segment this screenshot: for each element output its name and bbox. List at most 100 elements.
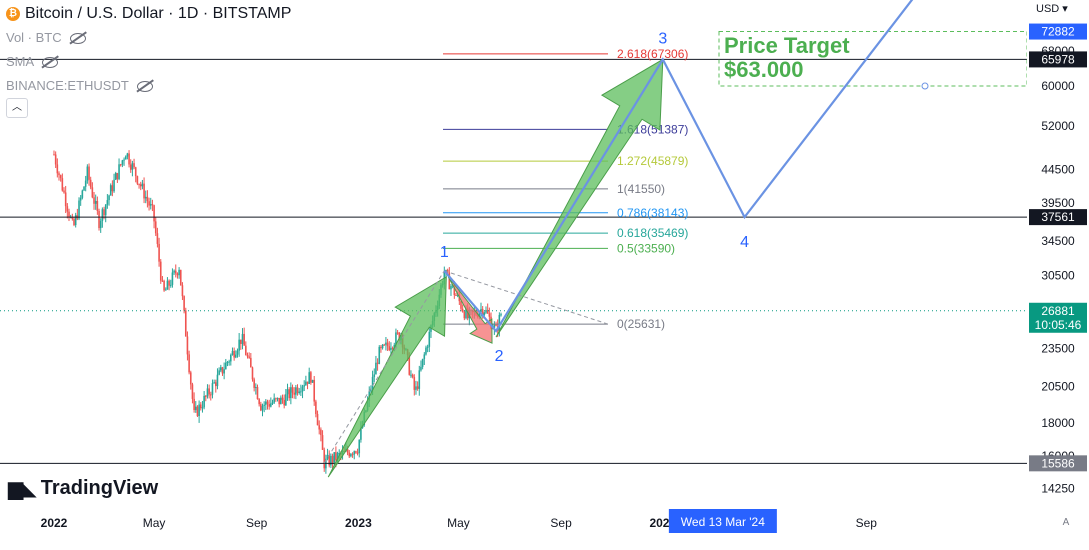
candle-body xyxy=(486,310,489,314)
candle xyxy=(233,347,235,361)
candle-body xyxy=(413,377,416,390)
candle xyxy=(58,171,60,181)
candle xyxy=(386,338,389,351)
price-label-text: 15586 xyxy=(1041,456,1075,470)
candle-body xyxy=(453,285,456,296)
candle xyxy=(383,343,386,346)
candle-body xyxy=(79,197,82,201)
tradingview-logo[interactable]: ▆◣ TradingView xyxy=(8,476,158,501)
candle-body xyxy=(201,407,204,409)
collapse-legend-button[interactable]: ︿ xyxy=(6,98,28,118)
candle-body xyxy=(306,381,309,384)
candle-body xyxy=(64,192,67,207)
candle-body xyxy=(428,331,431,347)
candle-body xyxy=(181,285,184,297)
candle-body xyxy=(81,190,84,198)
candle xyxy=(59,174,62,182)
compare-symbol[interactable]: BINANCE:ETHUSDT xyxy=(6,74,291,98)
candle-body xyxy=(425,347,427,355)
volume-indicator[interactable]: Vol · BTC xyxy=(6,26,291,50)
candle xyxy=(74,212,77,228)
candle-body xyxy=(146,196,149,202)
candle-body xyxy=(396,332,399,334)
candle xyxy=(355,450,357,454)
candle-body xyxy=(131,163,134,170)
candle xyxy=(270,397,272,408)
candle-body xyxy=(199,404,202,409)
sma-indicator[interactable]: SMA xyxy=(6,50,291,74)
wave-label: 4 xyxy=(740,234,749,251)
candle xyxy=(218,367,220,376)
candle xyxy=(96,196,99,215)
candle-body xyxy=(480,308,482,313)
chevron-down-icon: ▾ xyxy=(1062,3,1068,15)
candle-body xyxy=(381,344,384,349)
candle-body xyxy=(258,399,260,405)
candle-body xyxy=(285,394,287,406)
price-tick-label: 23500 xyxy=(1041,341,1075,355)
bitcoin-coin-icon: ₿ xyxy=(6,7,20,21)
candle xyxy=(169,279,172,288)
candle xyxy=(189,370,192,390)
candle-body xyxy=(348,452,351,457)
candle xyxy=(88,163,90,186)
candle-body xyxy=(385,342,387,345)
price-label-box xyxy=(1029,23,1087,40)
candle xyxy=(413,374,416,396)
eye-crossed-icon[interactable] xyxy=(42,56,59,68)
auto-scale-button[interactable]: A xyxy=(1059,516,1073,530)
candle-body xyxy=(360,427,362,440)
candle xyxy=(373,368,376,383)
candle-body xyxy=(93,197,95,204)
price-tick-label: 60000 xyxy=(1041,79,1075,93)
candle-body xyxy=(455,295,457,297)
candle xyxy=(163,279,165,292)
candle-body xyxy=(378,346,381,364)
candle-body xyxy=(380,346,382,349)
price-target-text[interactable]: Price Target $63.000 xyxy=(724,34,850,82)
candle-body xyxy=(246,355,249,357)
price-axis-bg xyxy=(1027,0,1089,508)
candle xyxy=(139,181,142,191)
crosshair-date-box xyxy=(668,509,777,533)
candle xyxy=(166,277,169,290)
candle-body xyxy=(203,395,205,408)
candle-body xyxy=(415,386,417,390)
candle xyxy=(193,392,195,413)
candle xyxy=(256,384,259,400)
candle-body xyxy=(271,402,274,404)
symbol-row[interactable]: ₿ Bitcoin / U.S. Dollar · 1D · BITSTAMP xyxy=(6,2,291,26)
candle xyxy=(323,447,326,472)
eye-crossed-icon[interactable] xyxy=(69,32,86,44)
candle-body xyxy=(118,164,120,180)
candle xyxy=(288,387,290,401)
candle-body xyxy=(386,342,389,347)
candle-body xyxy=(388,346,391,350)
candle xyxy=(500,312,502,317)
candle xyxy=(455,293,457,297)
fib-level-label: 0(25631) xyxy=(617,317,665,331)
currency-selector[interactable]: USD ▾ xyxy=(1036,2,1068,15)
eye-crossed-icon[interactable] xyxy=(136,80,153,92)
candle xyxy=(226,360,229,367)
candle xyxy=(54,151,57,169)
candle xyxy=(326,448,329,461)
candle xyxy=(204,395,207,402)
candle-body xyxy=(98,210,100,229)
candle-body xyxy=(163,280,165,291)
candle xyxy=(240,339,242,350)
candle xyxy=(420,360,422,372)
symbol-title: Bitcoin / U.S. Dollar · 1D · BITSTAMP xyxy=(25,5,292,22)
candle xyxy=(91,182,94,199)
candle xyxy=(246,352,249,359)
candle-body xyxy=(54,154,57,165)
candle xyxy=(325,454,327,474)
candle xyxy=(313,375,316,406)
candle xyxy=(191,382,194,404)
candle xyxy=(99,218,102,233)
candle-body xyxy=(298,391,300,393)
candle xyxy=(186,331,189,361)
candle xyxy=(198,400,200,423)
